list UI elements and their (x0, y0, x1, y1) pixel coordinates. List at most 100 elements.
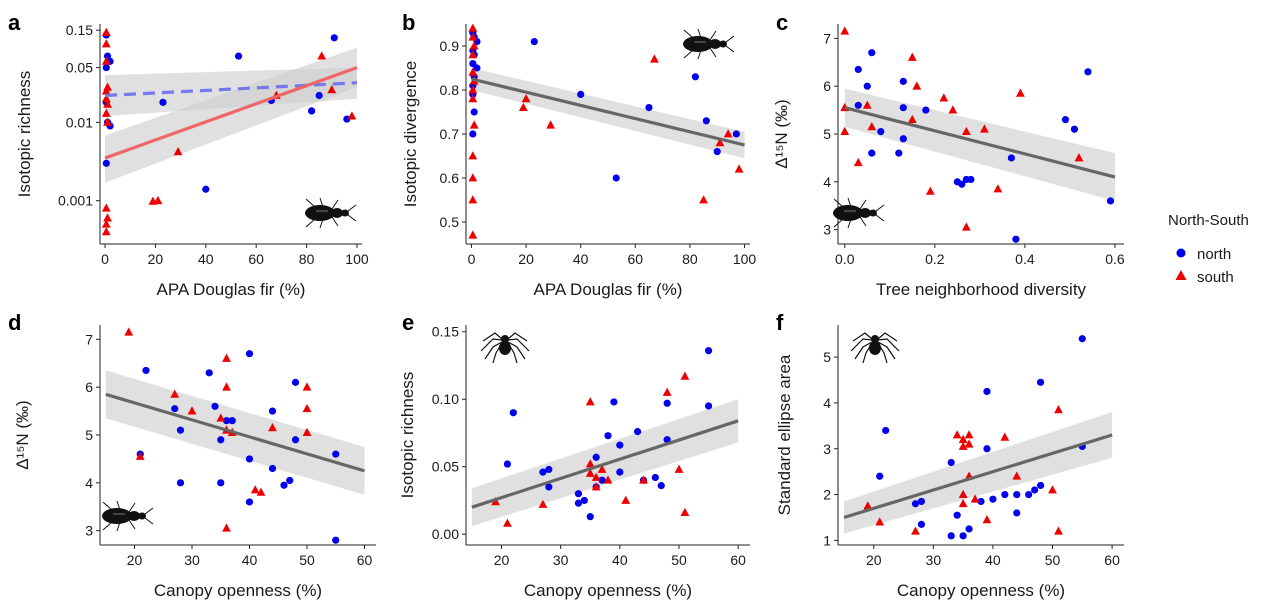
data-point-north (1078, 335, 1086, 343)
x-tick-label: 20 (866, 552, 882, 568)
data-point-north (280, 481, 288, 489)
y-axis-label: Δ¹⁵N (‰) (772, 99, 791, 168)
data-point-north (503, 460, 512, 468)
data-point-north (332, 536, 340, 544)
y-tick-label: 2 (823, 487, 831, 503)
regression-line (471, 77, 745, 147)
data-point-north (977, 497, 985, 506)
data-point-north (917, 520, 926, 528)
data-point-south (650, 54, 659, 63)
data-point-south (958, 498, 968, 508)
panel-label-f: f (776, 310, 784, 335)
data-point-south (699, 195, 708, 204)
data-point-south (662, 387, 672, 396)
data-point-south (468, 230, 478, 239)
data-point-south (734, 164, 744, 173)
panel-d: d 3 4 5 6 7 20 30 40 50 60 Canopy openness (%) Δ¹⁵N … (8, 310, 376, 600)
data-point-north (702, 117, 710, 125)
y-tick-label: 0.15 (66, 22, 93, 38)
x-axis-label: Tree neighborhood diversity (876, 280, 1087, 299)
y-tick-label: 3 (85, 523, 93, 539)
panel-label-c: c (776, 10, 788, 35)
data-point-north (947, 458, 955, 467)
x-tick-label: 50 (299, 552, 315, 568)
y-tick-label: 7 (85, 331, 93, 347)
legend: North-South north south (1168, 212, 1249, 286)
data-point-south (317, 51, 327, 60)
data-point-north (911, 500, 920, 508)
data-point-north (965, 525, 973, 533)
data-point-north (947, 532, 955, 540)
y-axis-label: Isotopic divergence (401, 61, 420, 207)
data-point-north (291, 436, 300, 444)
data-point-north (663, 399, 671, 407)
data-point-south (964, 439, 974, 448)
data-point-north (953, 511, 961, 519)
data-point-north (863, 82, 871, 90)
y-axis-label: Isotopic richness (15, 71, 34, 198)
data-point-south (867, 122, 877, 131)
beetle-icon (682, 28, 735, 60)
data-point-south (1054, 404, 1063, 414)
data-point-south (1000, 432, 1010, 441)
y-tick-label: 4 (823, 395, 831, 411)
x-tick-label: 30 (926, 552, 942, 568)
y-tick-label: 1 (823, 532, 831, 548)
spider-icon (480, 332, 530, 364)
data-point-north (159, 98, 167, 106)
data-point-south (840, 26, 850, 35)
data-point-south (124, 327, 134, 336)
data-point-south (101, 219, 111, 228)
data-point-north (308, 107, 316, 115)
legend-south-label: south (1197, 269, 1234, 286)
data-point-south (327, 85, 337, 94)
y-tick-label: 0.6 (440, 170, 460, 186)
y-tick-label: 5 (823, 349, 831, 365)
data-point-south (469, 41, 479, 50)
panel-label-d: d (8, 310, 21, 335)
data-point-south (863, 501, 873, 510)
data-point-north (592, 453, 600, 461)
x-tick-label: 0.2 (925, 251, 945, 267)
y-tick-label: 5 (823, 126, 831, 142)
beetle-icon (304, 197, 357, 229)
data-point-south (1074, 153, 1084, 162)
y-tick-label: 0.01 (66, 114, 93, 130)
data-point-north (882, 426, 890, 435)
data-point-north (315, 91, 323, 100)
x-tick-label: 50 (671, 552, 687, 568)
data-point-south (170, 389, 180, 398)
panel-c: c 3 4 5 6 7 0.0 0.2 0.4 0.6 Tree neighborhood dive… (772, 10, 1125, 299)
x-axis-label: Canopy openness (%) (524, 581, 692, 600)
panel-label-e: e (402, 310, 414, 335)
data-point-south (1048, 485, 1057, 494)
data-point-south (680, 371, 690, 380)
legend-south-marker (1175, 270, 1187, 280)
data-point-south (101, 203, 111, 212)
data-point-north (1084, 68, 1092, 76)
data-point-south (875, 517, 885, 526)
data-point-north (1007, 154, 1016, 162)
data-point-north (854, 101, 862, 109)
y-tick-label: 7 (823, 30, 831, 46)
data-point-north (958, 180, 966, 188)
x-tick-label: 40 (612, 552, 628, 568)
data-point-south (101, 93, 111, 103)
data-point-north (171, 405, 179, 413)
x-tick-label: 60 (357, 552, 373, 568)
data-point-south (103, 213, 112, 222)
data-point-south (961, 126, 971, 136)
data-point-north (899, 77, 907, 85)
y-axis-label: Δ¹⁵N (‰) (13, 400, 32, 469)
data-point-south (621, 495, 631, 504)
data-point-north (1036, 378, 1045, 386)
regression-line (105, 392, 365, 473)
data-point-north (470, 108, 478, 116)
data-point-north (876, 472, 884, 480)
data-point-south (961, 222, 971, 231)
data-point-north (1106, 197, 1115, 205)
data-point-south (256, 487, 266, 496)
data-point-south (715, 138, 725, 147)
data-point-south (153, 195, 163, 205)
x-tick-label: 0.4 (1015, 251, 1035, 267)
